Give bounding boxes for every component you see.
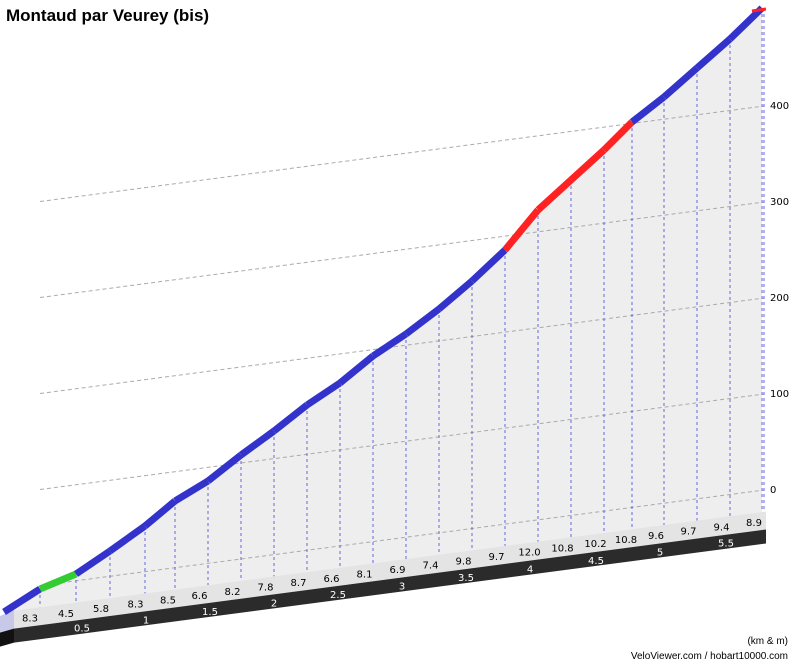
profile-segment [107, 523, 148, 554]
gradient-label: 6.6 [324, 574, 340, 585]
gradient-label: 12.0 [518, 548, 540, 559]
km-tick-label: 1.5 [202, 607, 218, 618]
units-label: (km & m) [747, 636, 788, 647]
profile-segment [601, 119, 635, 153]
gradient-label: 7.4 [423, 561, 439, 572]
km-tick-label: 1 [143, 615, 149, 626]
elevation-gridline [39, 201, 765, 299]
gradient-label: 6.6 [192, 591, 208, 602]
profile-segment [2, 586, 42, 615]
chart-title: Montaud par Veurey (bis) [6, 6, 210, 25]
km-tick-label: 2 [271, 598, 277, 609]
elevation-tick-label: 0 [770, 485, 776, 496]
profile-segment [305, 380, 342, 408]
km-tick-label: 4 [527, 565, 533, 576]
elevation-tick-label: 400 [770, 101, 789, 112]
gradient-label: 8.7 [291, 578, 307, 589]
gradient-label: 5.8 [93, 604, 109, 615]
profile-segment [661, 65, 700, 100]
elevation-tick-label: 200 [770, 293, 789, 304]
gradient-label: 8.3 [22, 614, 38, 625]
profile-segment [568, 147, 607, 183]
gradient-label: 4.5 [58, 609, 74, 620]
elevation-tick-label: 300 [770, 197, 789, 208]
gradient-label: 7.8 [258, 583, 274, 594]
gradient-label: 9.4 [714, 522, 730, 533]
km-tick-label: 3 [399, 581, 405, 592]
gradient-label: 9.8 [456, 556, 472, 567]
profile-segment [535, 177, 574, 213]
elevation-gridline [39, 489, 765, 587]
elevation-gridline [39, 105, 765, 203]
profile-segment [271, 402, 310, 434]
gradient-band [14, 511, 766, 629]
gradient-label: 9.7 [489, 552, 505, 563]
km-tick-label: 4.5 [588, 556, 604, 567]
profile-segment [205, 452, 244, 484]
profile-segment [238, 428, 277, 458]
profile-segment [436, 278, 475, 312]
profile-segment [727, 5, 765, 42]
distance-axis-band [0, 511, 766, 647]
gradient-label: 8.2 [225, 587, 241, 598]
profile-segment [337, 353, 376, 386]
km-tick-label: 2.5 [330, 590, 346, 601]
profile-segment [371, 331, 408, 359]
gradient-label: 10.8 [615, 535, 637, 546]
profile-segment [694, 36, 733, 71]
gradient-label: 8.5 [160, 595, 176, 606]
elevation-tick-label: 100 [770, 389, 789, 400]
profile-segment [38, 570, 78, 593]
profile-line [2, 5, 767, 615]
gradient-label: 8.1 [357, 569, 373, 580]
gradient-label: 10.8 [551, 543, 573, 554]
profile-segment [142, 498, 178, 529]
summit-marker [751, 7, 767, 13]
profile-area [4, 8, 762, 612]
km-tick-label: 0.5 [74, 624, 90, 635]
gradient-label: 9.6 [648, 531, 664, 542]
km-tick-label: 3.5 [458, 573, 474, 584]
km-tick-label: 5 [657, 547, 663, 558]
gradient-label: 8.3 [128, 600, 144, 611]
profile-segment [502, 207, 541, 253]
distance-band [14, 529, 766, 643]
profile-segment [469, 247, 508, 284]
elevation-gridline [39, 393, 765, 491]
labels: 8.3 4.5 5.8 8.3 8.5 6.6 8.2 7.8 8.7 6.6 8.1 6.9 7.4 9… [22, 101, 789, 635]
gradient-label: 6.9 [390, 565, 406, 576]
profile-segment [74, 548, 112, 577]
profile-segment [173, 478, 210, 504]
gradient-label: 8.9 [746, 518, 762, 529]
km-tick-label: 5.5 [718, 539, 734, 550]
distance-band-side [0, 628, 14, 647]
grid-lines [39, 8, 765, 608]
profile-segment [403, 306, 442, 337]
gradient-label: 9.7 [681, 527, 697, 538]
elevation-gridline [39, 297, 765, 395]
credit-label: VeloViewer.com / hobart10000.com [630, 651, 788, 662]
gradient-label: 10.2 [584, 539, 606, 550]
profile-segment [629, 94, 667, 125]
